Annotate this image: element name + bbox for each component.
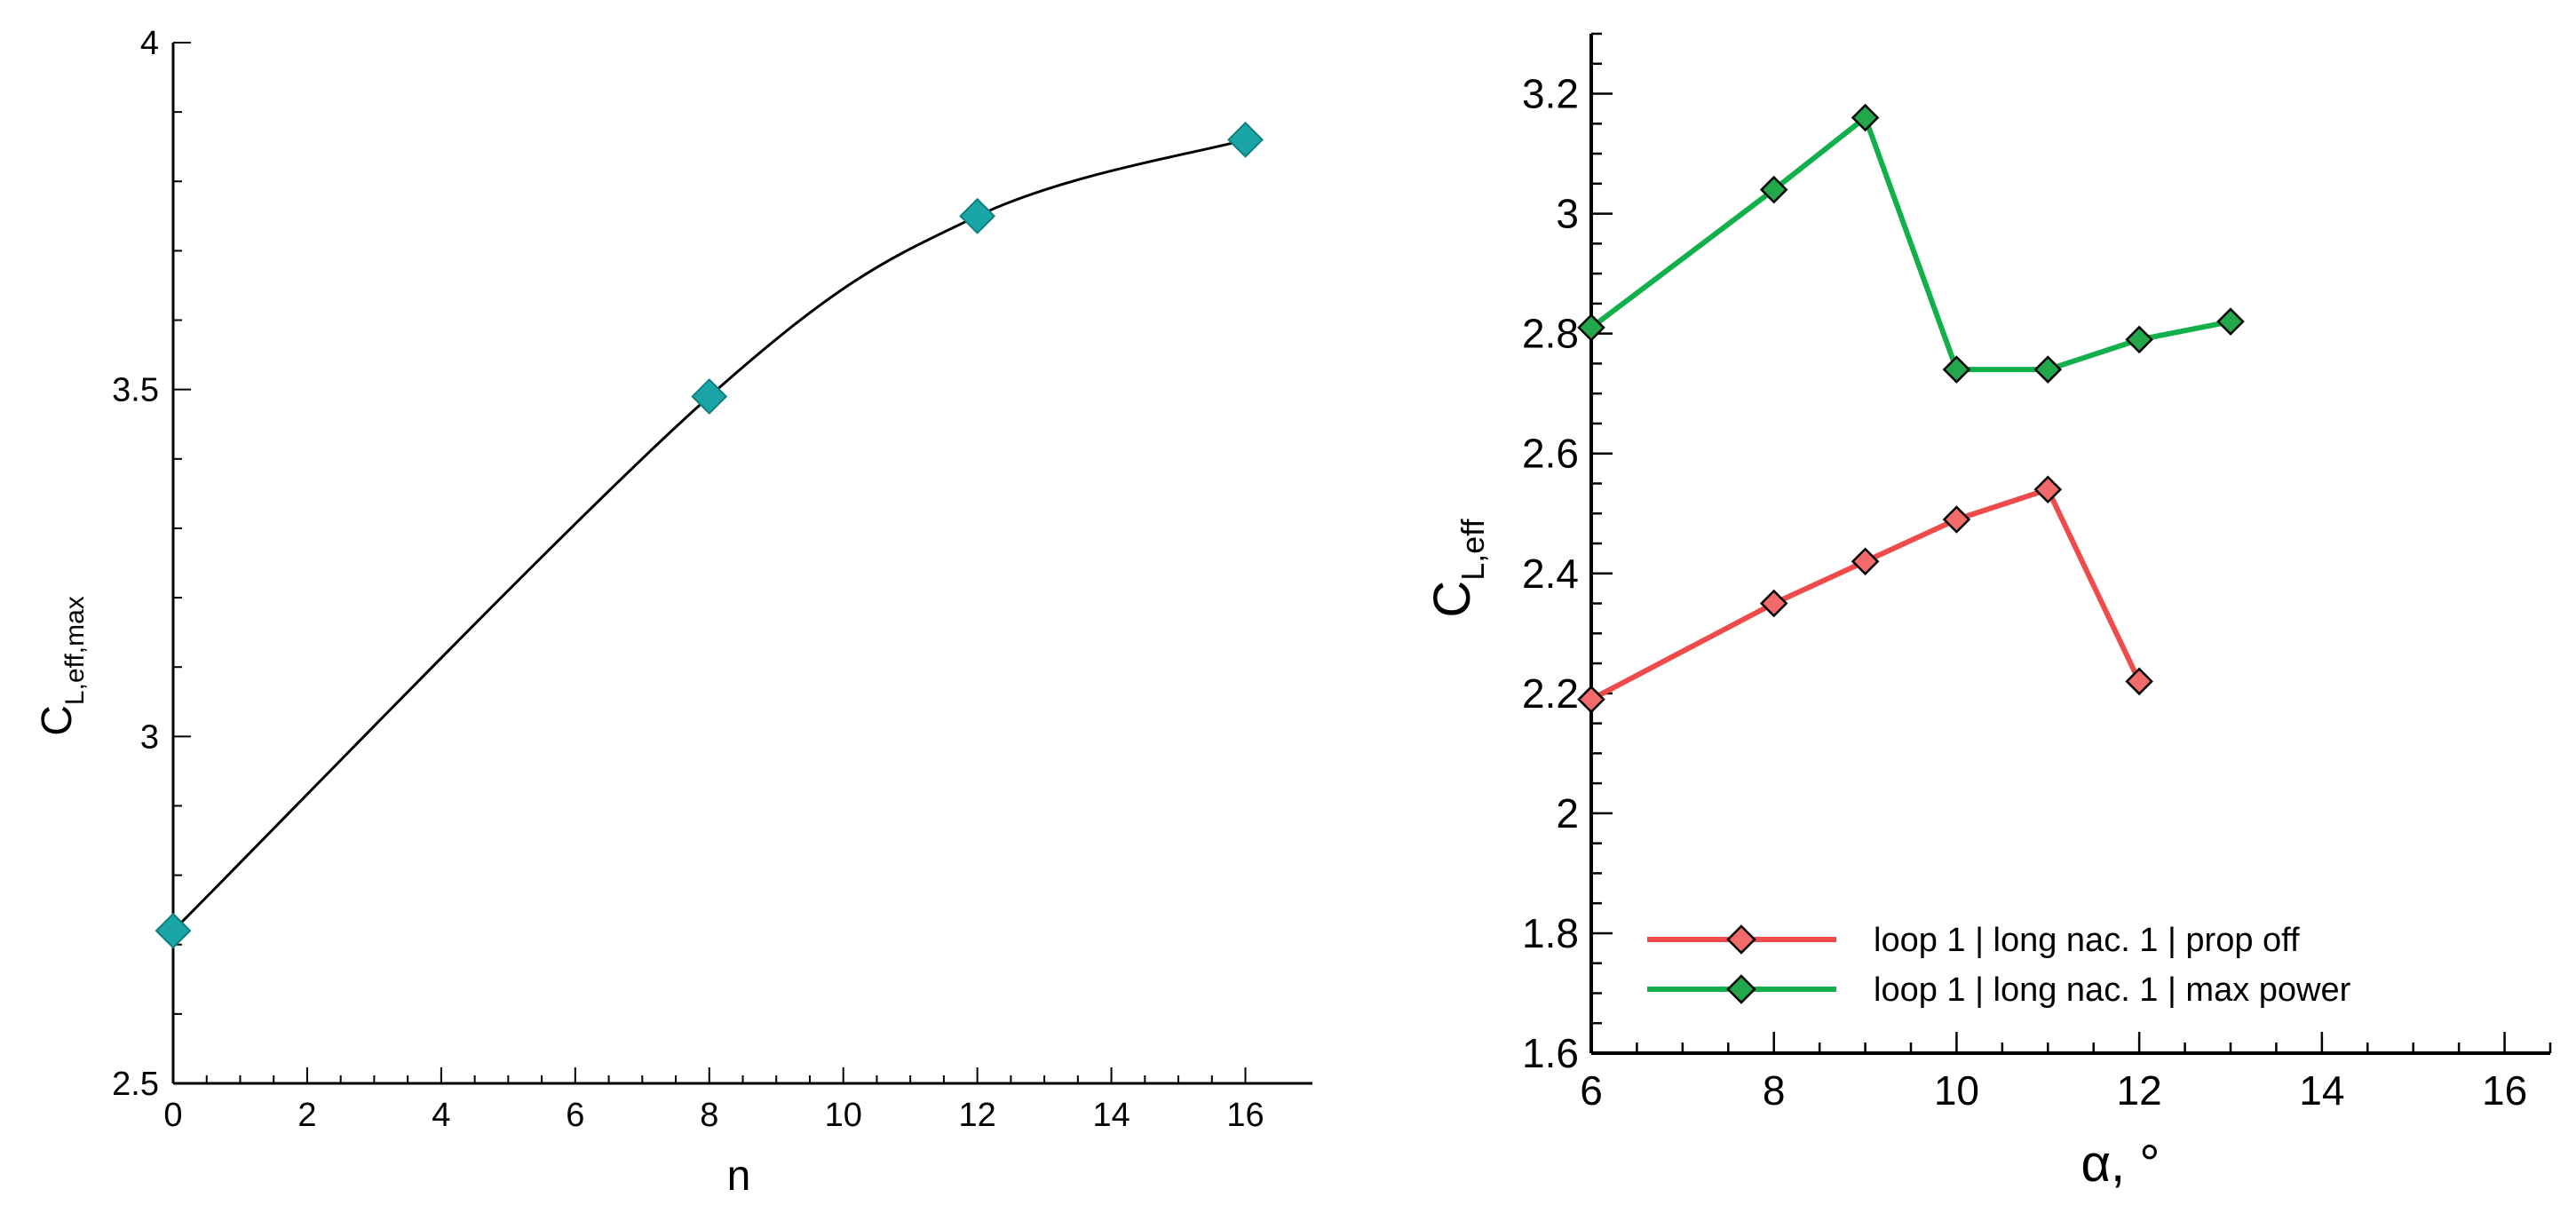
- left-x-axis-label: n: [727, 1153, 751, 1200]
- left-x-tick-label: 2: [297, 1097, 316, 1134]
- right-x-tick-label: 6: [1580, 1067, 1603, 1114]
- right-x-axis-label: α, °: [2081, 1135, 2160, 1193]
- right-data-point-1: [1942, 355, 1971, 384]
- legend-entry-max-power: loop 1 | long nac. 1 | max power: [1647, 971, 2351, 1009]
- left-x-tick-label: 16: [1226, 1097, 1264, 1134]
- left-x-tick-label: 14: [1092, 1097, 1129, 1134]
- right-x-tick-labels: 6 8 10 12 14 16: [1580, 1067, 2527, 1114]
- right-chart: 6 8 10 12 14 16 1.61.822.22.42.62.833.2 α, ° …: [1423, 32, 2552, 1193]
- right-x-tick-label: 12: [2117, 1067, 2162, 1114]
- right-y-tick-label: 1.8: [1522, 910, 1579, 956]
- left-y-tick-label: 4: [140, 25, 159, 62]
- right-legend: loop 1 | long nac. 1 | prop off loop 1 |…: [1647, 922, 2351, 1009]
- legend-swatch-marker: [1726, 974, 1756, 1004]
- left-x-tick-labels: 0 2 4 6 8 10 12 14 16: [163, 1097, 1264, 1134]
- left-axes: [171, 43, 1312, 1085]
- right-x-tick-label: 16: [2482, 1067, 2527, 1114]
- legend-entry-prop-off: loop 1 | long nac. 1 | prop off: [1647, 922, 2300, 959]
- right-y-tick-label: 3: [1556, 191, 1579, 237]
- right-data-point-0: [2125, 667, 2153, 696]
- right-x-tick-label: 14: [2299, 1067, 2344, 1114]
- left-y-tick-label: 3: [140, 718, 159, 756]
- left-x-tick-label: 0: [163, 1097, 182, 1134]
- right-data-point-0: [1851, 547, 1880, 576]
- left-series-curve: [171, 138, 1246, 932]
- right-y-axis-label-sub: L,eff: [1454, 518, 1491, 580]
- legend-label-max-power: loop 1 | long nac. 1 | max power: [1874, 971, 2351, 1009]
- right-y-tick-label: 2.2: [1522, 670, 1579, 717]
- right-y-tick-label: 3.2: [1522, 71, 1579, 117]
- left-y-axis-label: CL,eff,max: [34, 596, 90, 736]
- right-y-tick-labels: 1.6 1.8 2 2.2 2.4 2.6 2.8 3 3.2: [1522, 71, 1579, 1076]
- svg-text:CL,eff,max: CL,eff,max: [34, 596, 90, 736]
- left-y-axis-label-main: C: [34, 705, 81, 736]
- right-series-markers: [1577, 103, 2245, 714]
- right-data-point-0: [2033, 475, 2063, 503]
- right-data-point-1: [1851, 103, 1880, 132]
- right-series-line-0: [1589, 487, 2142, 702]
- right-y-tick-label: 2.8: [1522, 311, 1579, 357]
- left-x-tick-label: 10: [825, 1097, 862, 1134]
- right-y-tick-label: 2: [1556, 790, 1579, 836]
- right-data-point-1: [2216, 307, 2245, 336]
- right-series-lines: [1589, 115, 2231, 702]
- left-data-point: [1227, 121, 1264, 158]
- left-x-tick-label: 6: [566, 1097, 584, 1134]
- right-y-tick-label: 2.4: [1522, 551, 1579, 597]
- left-series-line: [171, 138, 1246, 932]
- svg-text:CL,eff: CL,eff: [1423, 518, 1491, 617]
- left-data-point: [155, 912, 192, 949]
- left-y-axis-label-sub: L,eff,max: [60, 596, 90, 705]
- right-y-tick-label: 2.6: [1522, 431, 1579, 477]
- left-data-point: [691, 378, 728, 415]
- left-chart: 0 2 4 6 8 10 12 14 16 2.5 3 3.5 4 n CL,eff,max: [34, 25, 1312, 1200]
- right-data-point-0: [1759, 589, 1788, 618]
- left-x-tick-label: 12: [959, 1097, 996, 1134]
- left-data-point: [959, 197, 996, 234]
- legend-swatch-marker: [1726, 924, 1756, 955]
- right-y-tick-label: 1.6: [1522, 1030, 1579, 1076]
- right-data-point-1: [2125, 325, 2153, 354]
- left-x-tick-label: 8: [700, 1097, 718, 1134]
- right-data-point-1: [1577, 313, 1605, 342]
- right-x-tick-label: 8: [1763, 1067, 1786, 1114]
- right-data-point-0: [1942, 505, 1971, 534]
- legend-label-prop-off: loop 1 | long nac. 1 | prop off: [1874, 922, 2300, 959]
- left-x-tick-label: 4: [432, 1097, 450, 1134]
- left-y-tick-label: 3.5: [112, 372, 159, 409]
- right-data-point-0: [1577, 685, 1605, 714]
- right-data-point-1: [1759, 175, 1788, 204]
- right-data-point-1: [2033, 355, 2063, 384]
- right-y-axis-label-main: C: [1423, 581, 1481, 618]
- left-series-markers: [155, 121, 1264, 949]
- left-y-tick-labels: 2.5 3 3.5 4: [112, 25, 159, 1103]
- right-y-axis-label: CL,eff: [1423, 518, 1491, 617]
- left-y-tick-label: 2.5: [112, 1066, 159, 1103]
- right-x-tick-label: 10: [1934, 1067, 1979, 1114]
- left-ticks: [172, 42, 1247, 1084]
